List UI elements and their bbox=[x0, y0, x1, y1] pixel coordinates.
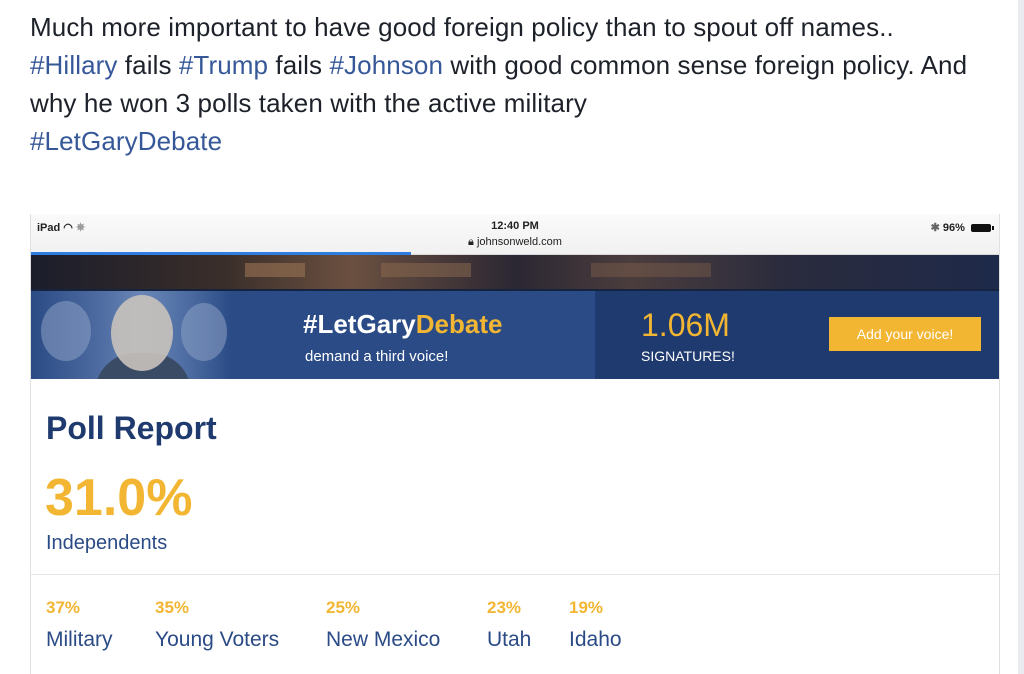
poll-stat-military: 37% Military bbox=[46, 598, 113, 652]
poll-stat-young-voters: 35% Young Voters bbox=[155, 598, 279, 652]
ipad-status-bar: iPad ◠ ✵ 12:40 PM 🔒︎ johnsonweld.com ✱ 9… bbox=[31, 214, 999, 255]
post-line: #LetGaryDebate bbox=[30, 122, 990, 160]
banner-subtitle: demand a third voice! bbox=[305, 348, 449, 365]
stat-value: 35% bbox=[155, 598, 190, 617]
banner-hashtag: #LetGaryDebate bbox=[303, 309, 502, 340]
banner-hashtag-suffix: Debate bbox=[415, 309, 503, 339]
signature-label: SIGNATURES! bbox=[641, 348, 735, 364]
hashtag-letgarydebate-link[interactable]: #LetGaryDebate bbox=[30, 126, 223, 156]
post-word: fails bbox=[268, 50, 330, 80]
stat-value: 23% bbox=[487, 598, 522, 617]
wifi-icon: ◠ bbox=[63, 222, 73, 234]
hero-image-detail bbox=[245, 263, 305, 277]
portrait-face bbox=[111, 295, 173, 371]
address-url: johnsonweld.com bbox=[476, 236, 562, 248]
stat-value: 25% bbox=[326, 598, 361, 617]
scrollbar-edge bbox=[1018, 0, 1024, 674]
headline-percentage: 31.0% bbox=[45, 469, 193, 527]
stat-label: Idaho bbox=[569, 628, 622, 651]
banner-hashtag-name: Gary bbox=[356, 309, 416, 339]
battery-status: ✱ 96% bbox=[930, 221, 994, 234]
post-body: with good common sense foreign policy. A… bbox=[30, 50, 968, 118]
candidate-portrait bbox=[31, 291, 231, 379]
banner-hashtag-prefix: #Let bbox=[303, 309, 357, 339]
page-load-progress bbox=[31, 252, 411, 255]
hashtag-trump-link[interactable]: #Trump bbox=[178, 50, 269, 80]
poll-stat-utah: 23% Utah bbox=[487, 598, 531, 652]
stat-label: Young Voters bbox=[155, 628, 280, 651]
hero-image-detail bbox=[381, 263, 471, 277]
stat-label: Utah bbox=[487, 628, 532, 651]
post-word: fails bbox=[117, 50, 179, 80]
hashtag-hillary-link[interactable]: #Hillary bbox=[30, 50, 118, 80]
stat-value: 37% bbox=[46, 598, 81, 617]
add-your-voice-button[interactable]: Add your voice! bbox=[829, 317, 981, 351]
hero-image-strip bbox=[31, 255, 999, 289]
poll-stat-idaho: 19% Idaho bbox=[569, 598, 622, 652]
address-bar[interactable]: 🔒︎ johnsonweld.com bbox=[31, 236, 999, 249]
post-line: #Hillary fails #Trump fails #Johnson wit… bbox=[30, 46, 990, 122]
signature-panel: 1.06M SIGNATURES! Add your voice! bbox=[595, 291, 999, 379]
debate-banner: #LetGaryDebate demand a third voice! 1.0… bbox=[31, 289, 999, 379]
status-time: 12:40 PM bbox=[491, 220, 539, 232]
stat-value: 19% bbox=[569, 598, 604, 617]
background-face bbox=[181, 303, 227, 361]
headline-label: Independents bbox=[46, 532, 168, 554]
battery-percent: 96% bbox=[942, 222, 965, 234]
post-line: Much more important to have good foreign… bbox=[30, 8, 990, 46]
poll-report-title: Poll Report bbox=[46, 410, 217, 446]
background-face bbox=[41, 301, 91, 361]
device-status: iPad ◠ ✵ bbox=[37, 221, 85, 234]
post-intro: Much more important to have good foreign… bbox=[30, 12, 894, 42]
section-divider bbox=[31, 574, 999, 575]
hashtag-johnson-link[interactable]: #Johnson bbox=[329, 50, 444, 80]
post-text: Much more important to have good foreign… bbox=[30, 8, 990, 160]
poll-stat-new-mexico: 25% New Mexico bbox=[326, 598, 440, 652]
device-label: iPad bbox=[37, 222, 61, 234]
lock-icon: 🔒︎ bbox=[468, 236, 474, 248]
stat-label: Military bbox=[46, 628, 113, 651]
stat-label: New Mexico bbox=[326, 628, 441, 651]
battery-icon bbox=[971, 224, 994, 233]
signature-count: 1.06M bbox=[641, 307, 730, 343]
bluetooth-icon: ✱ bbox=[930, 222, 940, 234]
hero-image-detail bbox=[591, 263, 711, 277]
embedded-screenshot[interactable]: iPad ◠ ✵ 12:40 PM 🔒︎ johnsonweld.com ✱ 9… bbox=[30, 214, 1000, 674]
loading-spinner-icon: ✵ bbox=[75, 222, 86, 234]
